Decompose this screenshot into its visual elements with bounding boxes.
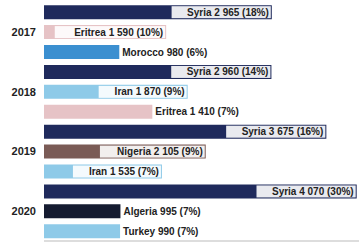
svg-text:Syria 3 675 (16%): Syria 3 675 (16%) [242,126,324,137]
svg-text:Nigeria 2 105 (9%): Nigeria 2 105 (9%) [117,146,203,157]
svg-text:2019: 2019 [12,145,36,157]
svg-text:Turkey 990 (7%): Turkey 990 (7%) [123,226,198,237]
svg-text:2018: 2018 [12,86,36,98]
svg-text:Syria 4 070 (30%): Syria 4 070 (30%) [272,186,354,197]
svg-text:2020: 2020 [12,205,36,217]
svg-text:2017: 2017 [12,26,36,38]
svg-text:Morocco 980 (6%): Morocco 980 (6%) [122,47,207,58]
svg-text:Syria 2 960 (14%): Syria 2 960 (14%) [187,66,269,77]
svg-text:Algeria 995 (7%): Algeria 995 (7%) [123,206,200,217]
svg-text:Syria 2 965 (18%): Syria 2 965 (18%) [187,7,269,18]
svg-text:Iran 1 870 (9%): Iran 1 870 (9%) [115,86,185,97]
svg-text:Eritrea 1 590 (10%): Eritrea 1 590 (10%) [74,27,163,38]
svg-text:Eritrea 1 410 (7%): Eritrea 1 410 (7%) [155,106,238,117]
svg-text:Iran 1 535 (7%): Iran 1 535 (7%) [89,166,159,177]
